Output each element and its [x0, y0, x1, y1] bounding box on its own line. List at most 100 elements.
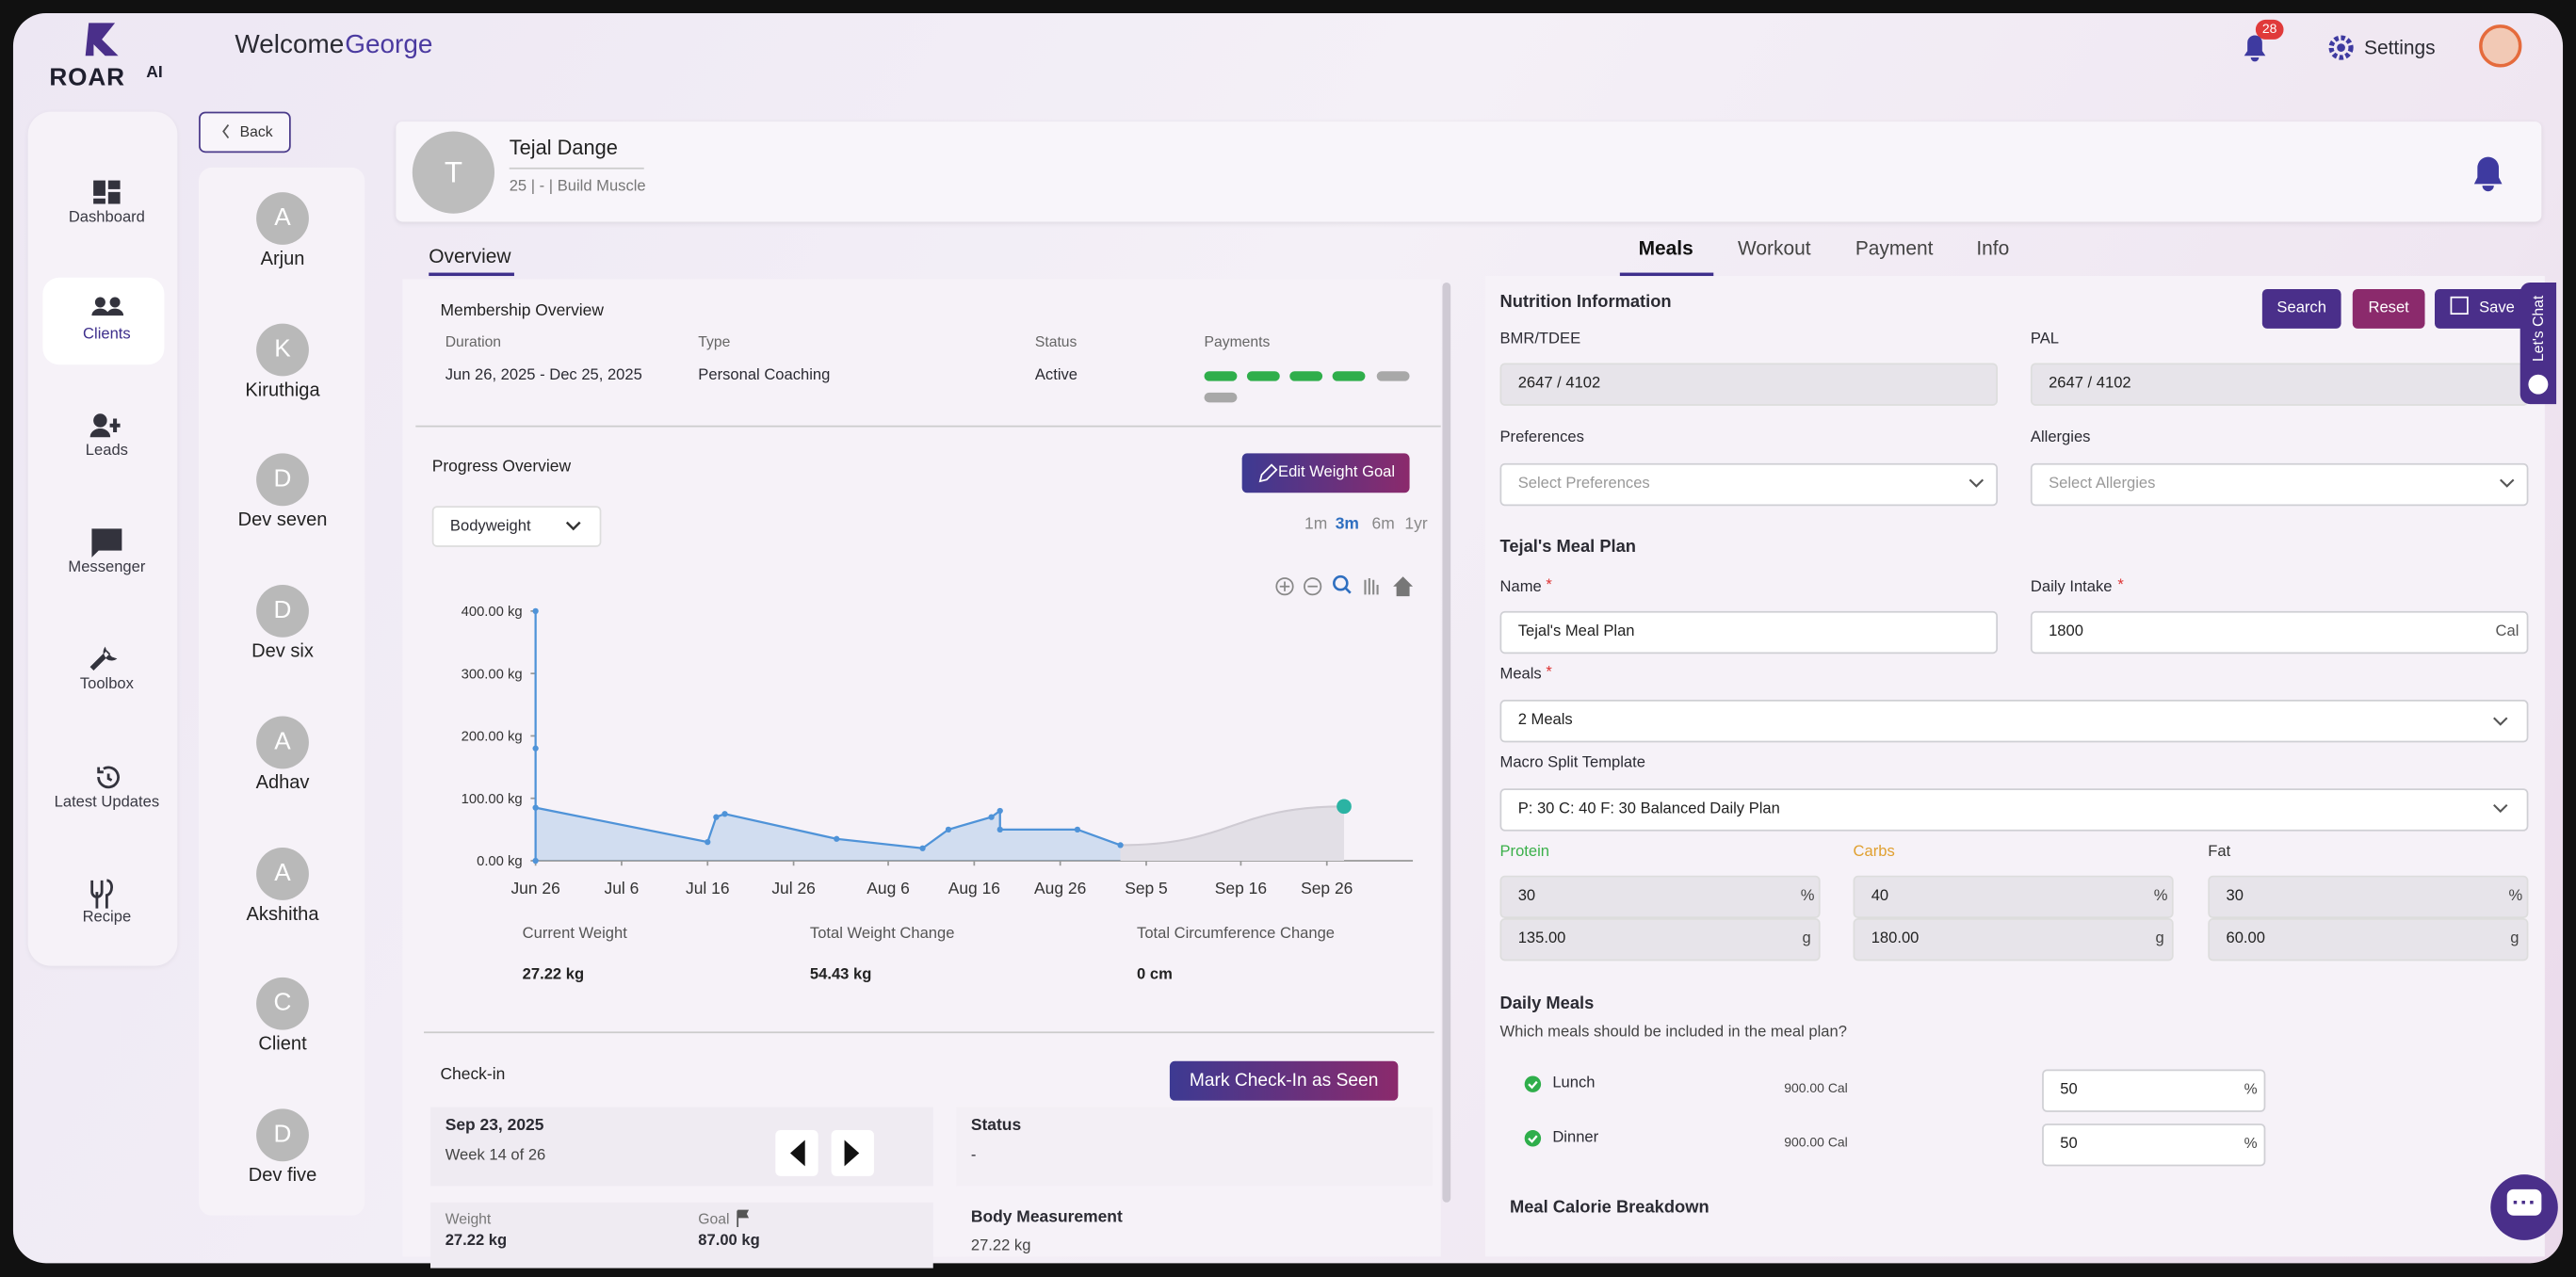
- payment-bar: [1204, 371, 1238, 381]
- client-avatar[interactable]: A: [256, 192, 309, 245]
- range-option[interactable]: 3m: [1335, 515, 1359, 534]
- action-button[interactable]: Reset: [2352, 288, 2425, 329]
- tab[interactable]: Payment: [1855, 236, 1934, 260]
- client-name[interactable]: Akshitha: [246, 904, 319, 925]
- macro-grams[interactable]: 180.00: [1853, 918, 2174, 962]
- macro-percent[interactable]: 30: [1499, 875, 1821, 919]
- weight-point: [721, 811, 728, 817]
- meals-select[interactable]: 2 Meals: [1499, 700, 2529, 743]
- prev-arrow: [789, 1140, 805, 1167]
- pal-field[interactable]: 2647 / 4102: [2030, 363, 2529, 406]
- stat-label: Total Weight Change: [809, 925, 955, 944]
- allergies-select[interactable]: Select Allergies: [2030, 462, 2529, 507]
- client-name[interactable]: Adhav: [255, 773, 310, 794]
- x-tick-label: Jul 26: [771, 879, 816, 897]
- zoom-handle: [1344, 587, 1352, 594]
- client-name[interactable]: Client: [258, 1035, 307, 1056]
- stat-value: 54.43 kg: [809, 965, 872, 984]
- weight-label: Weight: [445, 1210, 492, 1227]
- meal-share-input[interactable]: 50: [2042, 1069, 2266, 1112]
- client-name[interactable]: Dev six: [251, 642, 314, 663]
- x-tick-label: Jul 16: [686, 879, 730, 897]
- macro-percent[interactable]: 30: [2208, 875, 2529, 919]
- range-option[interactable]: 1m: [1304, 515, 1328, 534]
- payment-bar: [1246, 371, 1280, 381]
- range-option[interactable]: 1yr: [1404, 515, 1428, 534]
- weight-line: [534, 610, 1121, 861]
- macro-label: Carbs: [1853, 842, 1895, 861]
- action-button[interactable]: Save: [2434, 288, 2527, 329]
- scrollbar: [1442, 283, 1451, 1203]
- meal-calories: 900.00 Cal: [1784, 1135, 1848, 1150]
- goal-value: 87.00 kg: [698, 1232, 760, 1251]
- y-tick-label: 0.00 kg: [477, 854, 523, 869]
- overview-tab[interactable]: Overview: [429, 244, 511, 268]
- checkin-status-card: [956, 1107, 1433, 1187]
- client-name[interactable]: Dev seven: [237, 511, 328, 532]
- nav-icon: [93, 180, 121, 204]
- user-avatar: [2479, 24, 2522, 68]
- chat-tab-icon: [2528, 374, 2549, 395]
- nav-label[interactable]: Recipe: [82, 908, 132, 927]
- edit-goal-button[interactable]: Edit Weight Goal: [1241, 453, 1410, 493]
- tab[interactable]: Meals: [1638, 236, 1693, 260]
- nav-label[interactable]: Toolbox: [79, 674, 134, 694]
- back-button[interactable]: Back: [199, 111, 291, 154]
- bell-icon: [2244, 35, 2266, 62]
- preferences-select[interactable]: Select Preferences: [1499, 462, 1999, 507]
- metric-select[interactable]: Bodyweight: [431, 506, 602, 547]
- intake-input[interactable]: 1800: [2030, 610, 2529, 655]
- meal-share-input[interactable]: 50: [2042, 1123, 2266, 1167]
- goal-point: [1337, 799, 1352, 815]
- x-tick-label: Sep 16: [1215, 879, 1267, 897]
- client-avatar[interactable]: D: [256, 454, 309, 507]
- nav-label[interactable]: Clients: [83, 325, 131, 344]
- nav-label[interactable]: Dashboard: [68, 208, 145, 227]
- nav-label[interactable]: Messenger: [68, 558, 146, 577]
- client-avatar[interactable]: K: [256, 323, 309, 376]
- tab[interactable]: Workout: [1738, 236, 1811, 260]
- client-name[interactable]: Kiruthiga: [245, 380, 320, 401]
- nav-label[interactable]: Leads: [85, 442, 128, 461]
- client-name[interactable]: Arjun: [260, 250, 305, 270]
- macro-grams[interactable]: 60.00: [2208, 918, 2529, 962]
- field-label: Meals: [1499, 665, 1542, 684]
- client-avatar[interactable]: D: [256, 585, 309, 638]
- client-avatar[interactable]: D: [256, 1108, 309, 1162]
- client-name[interactable]: Dev five: [248, 1166, 317, 1187]
- weight-point: [532, 804, 539, 811]
- select-chevron: [2500, 478, 2515, 488]
- nav-label[interactable]: Latest Updates: [54, 793, 160, 812]
- bmr-field[interactable]: 2647 / 4102: [1499, 363, 1999, 406]
- brand-suffix: AI: [146, 64, 163, 83]
- tab[interactable]: Info: [1976, 236, 2010, 260]
- client-avatar[interactable]: A: [256, 847, 309, 899]
- nav-active-bg: [42, 277, 165, 365]
- weight-value: 27.22 kg: [445, 1232, 508, 1251]
- client-avatar[interactable]: C: [256, 978, 309, 1030]
- x-tick-label: Jun 26: [510, 879, 559, 897]
- settings-link[interactable]: Settings: [2363, 36, 2436, 59]
- name-input[interactable]: Tejal's Meal Plan: [1499, 610, 1999, 655]
- client-avatar[interactable]: A: [256, 716, 309, 768]
- action-button[interactable]: Search: [2261, 288, 2341, 329]
- select-chevron: [2493, 803, 2508, 814]
- x-tick-label: Aug 6: [867, 879, 910, 897]
- x-tick-label: Aug 26: [1034, 879, 1086, 897]
- macro-grams[interactable]: 135.00: [1499, 918, 1821, 962]
- x-tick-label: Aug 16: [948, 879, 1000, 897]
- zoom-select: [1333, 574, 1349, 591]
- payment-bar: [1376, 371, 1410, 381]
- column-header: Payments: [1204, 333, 1271, 350]
- gear-hub: [2337, 43, 2345, 52]
- template-select[interactable]: P: 30 C: 40 F: 30 Balanced Daily Plan: [1499, 788, 2529, 832]
- status-label: Status: [970, 1117, 1022, 1136]
- mark-seen-button[interactable]: Mark Check-In as Seen: [1169, 1060, 1399, 1101]
- column-header: Type: [698, 333, 731, 350]
- required-mark: *: [1546, 576, 1552, 595]
- field-label: Preferences: [1499, 428, 1584, 447]
- y-tick-label: 200.00 kg: [462, 730, 523, 745]
- macro-percent[interactable]: 40: [1853, 875, 2174, 919]
- range-option[interactable]: 6m: [1371, 515, 1395, 534]
- weight-point: [532, 607, 539, 615]
